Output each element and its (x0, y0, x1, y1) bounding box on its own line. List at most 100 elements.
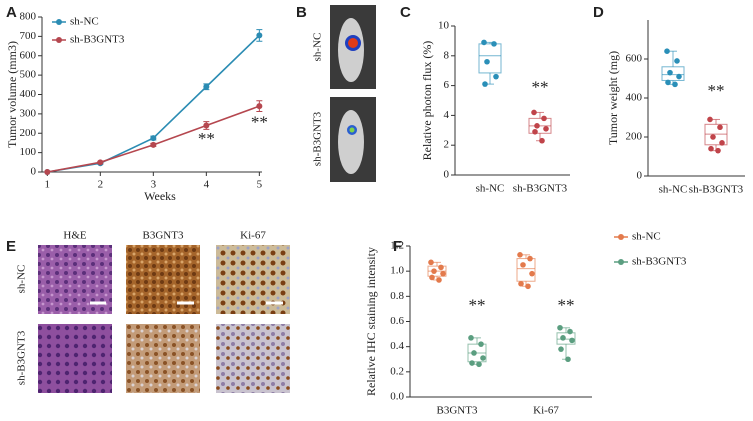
y-tick-label: 600 (626, 53, 643, 65)
y-tick-label: 300 (20, 107, 37, 119)
point (203, 83, 210, 90)
point (708, 145, 714, 152)
histology-images (38, 245, 290, 393)
x-tick-label: 4 (204, 179, 210, 191)
x-tick-label: B3GNT3 (437, 405, 478, 417)
point (256, 32, 263, 39)
point (541, 115, 547, 122)
legend-marker (56, 37, 62, 43)
point (438, 264, 444, 271)
y-tick-label: 600 (20, 49, 37, 61)
point (429, 274, 435, 281)
y-axis-label: Relative photon flux (%) (420, 41, 434, 161)
y-tick-label: 4 (444, 109, 450, 121)
legend-label: sh-B3GNT3 (632, 256, 687, 268)
column-label: B3GNT3 (143, 230, 184, 242)
point (468, 335, 474, 341)
y-axis-label: Tumor weight (mg) (606, 51, 620, 145)
point (560, 335, 566, 341)
point (44, 169, 51, 175)
y-tick-label: 1.0 (390, 265, 404, 277)
y-tick-label: 400 (20, 88, 37, 100)
y-tick-label: 0 (444, 169, 450, 181)
point (520, 262, 526, 268)
point (557, 324, 563, 331)
x-tick-label: sh-NC (476, 183, 505, 195)
legend-label: sh-NC (70, 16, 99, 28)
annotation: ** (558, 295, 575, 314)
point (565, 356, 571, 363)
point (532, 128, 538, 135)
y-tick-label: 0.6 (390, 315, 404, 327)
x-tick-label: sh-B3GNT3 (513, 183, 568, 195)
row-label: sh-NC (312, 33, 324, 62)
point (525, 283, 531, 290)
legend-label: sh-B3GNT3 (70, 34, 125, 46)
point (476, 361, 482, 368)
y-tick-label: 0 (637, 170, 643, 182)
point (517, 252, 523, 258)
point (710, 134, 716, 140)
point (665, 79, 671, 86)
y-tick-label: 0.2 (390, 365, 404, 377)
point (428, 259, 434, 266)
box (516, 258, 536, 282)
y-tick-label: 200 (20, 127, 37, 139)
row-label: sh-B3GNT3 (16, 330, 28, 385)
y-tick-label: 6 (444, 79, 450, 91)
annotation: ** (251, 112, 268, 131)
point (471, 350, 477, 356)
x-tick-label: 1 (45, 179, 51, 191)
point (707, 116, 713, 123)
point (715, 147, 721, 154)
point (569, 337, 575, 344)
point (256, 103, 263, 110)
x-tick-label: Ki-67 (533, 405, 559, 417)
point (480, 355, 486, 361)
y-tick-label: 1.2 (390, 240, 404, 252)
x-tick-label: sh-NC (659, 184, 688, 196)
bioluminescence-images (330, 5, 376, 182)
y-tick-label: 0 (31, 166, 37, 178)
point (567, 328, 573, 335)
point (674, 58, 680, 64)
point (440, 270, 446, 277)
point (531, 109, 537, 116)
point (493, 73, 499, 80)
point (150, 135, 157, 142)
point (667, 69, 673, 76)
point (676, 73, 682, 80)
panel-letter: C (400, 4, 411, 21)
box (661, 66, 685, 81)
x-tick-label: sh-B3GNT3 (689, 184, 744, 196)
y-axis-label: Tumor volume (mm3) (5, 41, 19, 148)
column-label: Ki-67 (240, 230, 266, 242)
panel-letter: A (6, 4, 17, 21)
y-axis-label: Relative IHC staining intensity (364, 247, 378, 396)
y-tick-label: 800 (20, 11, 37, 23)
legend-marker (618, 234, 624, 240)
point (491, 41, 497, 47)
y-tick-label: 2 (444, 139, 450, 151)
box (556, 332, 576, 345)
point (97, 159, 104, 166)
point (539, 137, 545, 144)
point (719, 140, 725, 146)
point (436, 277, 442, 283)
point (529, 270, 535, 277)
panel-letter: F (393, 238, 402, 255)
y-tick-label: 10 (438, 20, 450, 32)
panel-letter: E (6, 238, 16, 255)
point (431, 268, 437, 274)
annotation: ** (198, 129, 215, 148)
box (478, 43, 502, 74)
point (717, 124, 723, 131)
y-tick-label: 700 (20, 30, 37, 42)
x-axis-label: Weeks (144, 189, 176, 203)
point (482, 81, 488, 87)
y-tick-label: 8 (444, 49, 450, 61)
point (481, 39, 487, 46)
point (527, 255, 533, 262)
column-label: H&E (63, 230, 87, 242)
point (469, 360, 475, 366)
